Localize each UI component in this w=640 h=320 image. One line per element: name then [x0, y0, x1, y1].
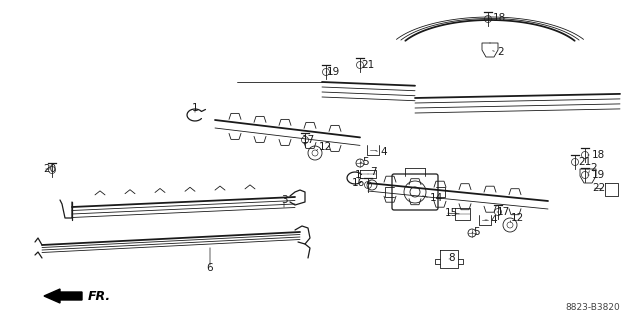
Text: 12: 12: [319, 142, 332, 152]
Text: 19: 19: [327, 67, 340, 77]
Text: 8823-B3820: 8823-B3820: [565, 303, 620, 312]
Text: 16: 16: [352, 178, 365, 188]
Text: 18: 18: [592, 150, 605, 160]
Text: 21: 21: [578, 157, 591, 167]
Text: 1: 1: [355, 170, 362, 180]
Text: 12: 12: [511, 213, 524, 223]
Text: 8: 8: [449, 253, 455, 263]
Text: 22: 22: [592, 183, 605, 193]
Text: 14: 14: [430, 193, 444, 203]
Text: 19: 19: [592, 170, 605, 180]
Text: 7: 7: [370, 167, 376, 177]
FancyArrow shape: [44, 289, 82, 303]
Text: 20: 20: [43, 164, 56, 174]
Text: 4: 4: [490, 215, 497, 225]
Text: 3: 3: [281, 195, 287, 205]
Text: 15: 15: [445, 208, 458, 218]
Text: 21: 21: [361, 60, 374, 70]
Text: 5: 5: [473, 227, 479, 237]
Text: 6: 6: [207, 263, 213, 273]
Text: 17: 17: [302, 135, 316, 145]
Text: FR.: FR.: [88, 290, 111, 302]
Text: 17: 17: [497, 207, 510, 217]
Text: 18: 18: [493, 13, 506, 23]
Text: 2: 2: [590, 163, 596, 173]
Text: 4: 4: [380, 147, 387, 157]
Text: 2: 2: [497, 47, 504, 57]
Text: 1: 1: [192, 103, 198, 113]
Text: 5: 5: [362, 157, 369, 167]
